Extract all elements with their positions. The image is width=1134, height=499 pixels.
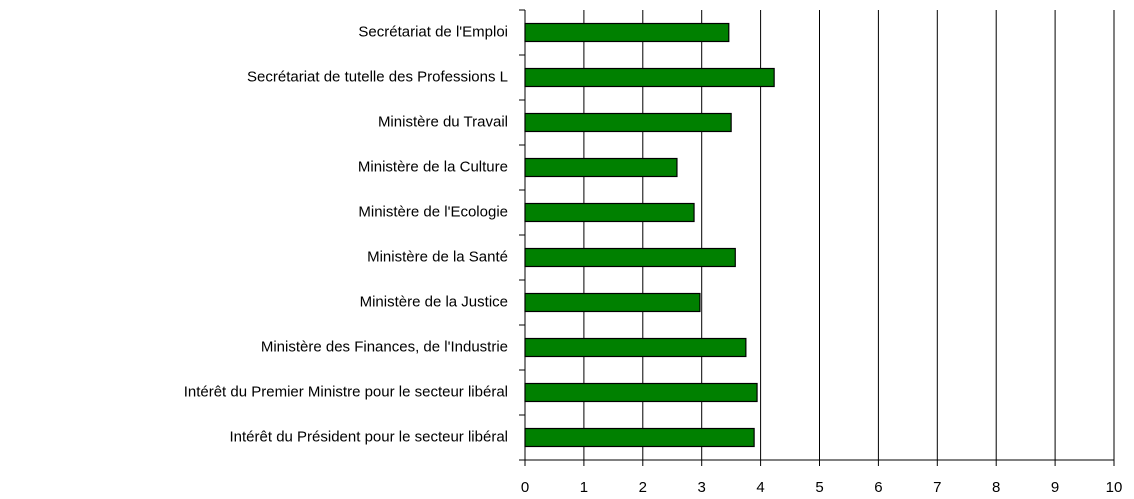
x-tick-label: 8	[992, 479, 1000, 496]
x-tick-label: 4	[756, 479, 764, 496]
bar	[524, 427, 755, 448]
bar	[524, 337, 747, 358]
y-tick-label: Intérêt du Président pour le secteur lib…	[230, 428, 509, 445]
x-tick-label: 7	[933, 479, 941, 496]
bar	[524, 67, 775, 88]
x-tick-label: 3	[698, 479, 706, 496]
bar	[524, 247, 736, 268]
bar	[524, 292, 701, 313]
y-tick-label: Ministère de la Santé	[367, 248, 508, 265]
y-tick-label: Ministère de l'Ecologie	[358, 203, 508, 220]
bar	[524, 157, 678, 178]
x-tick-label: 2	[639, 479, 647, 496]
bar	[524, 202, 695, 223]
y-tick-label: Ministère de la Culture	[358, 158, 508, 175]
bar	[524, 112, 732, 133]
bar	[524, 382, 758, 403]
y-tick-label: Ministère de la Justice	[360, 293, 508, 310]
y-tick-label: Ministère du Travail	[378, 113, 508, 130]
x-tick-label: 6	[874, 479, 882, 496]
y-tick-label: Ministère des Finances, de l'Industrie	[261, 338, 508, 355]
bar	[524, 22, 730, 43]
x-tick-label: 9	[1051, 479, 1059, 496]
x-tick-label: 5	[815, 479, 823, 496]
x-tick-label: 1	[580, 479, 588, 496]
x-tick-label: 0	[521, 479, 529, 496]
y-tick-label: Secrétariat de tutelle des Professions L	[247, 68, 508, 85]
x-tick-label: 10	[1106, 479, 1123, 496]
y-tick-label: Intérêt du Premier Ministre pour le sect…	[184, 383, 508, 400]
y-tick-label: Secrétariat de l'Emploi	[358, 23, 508, 40]
